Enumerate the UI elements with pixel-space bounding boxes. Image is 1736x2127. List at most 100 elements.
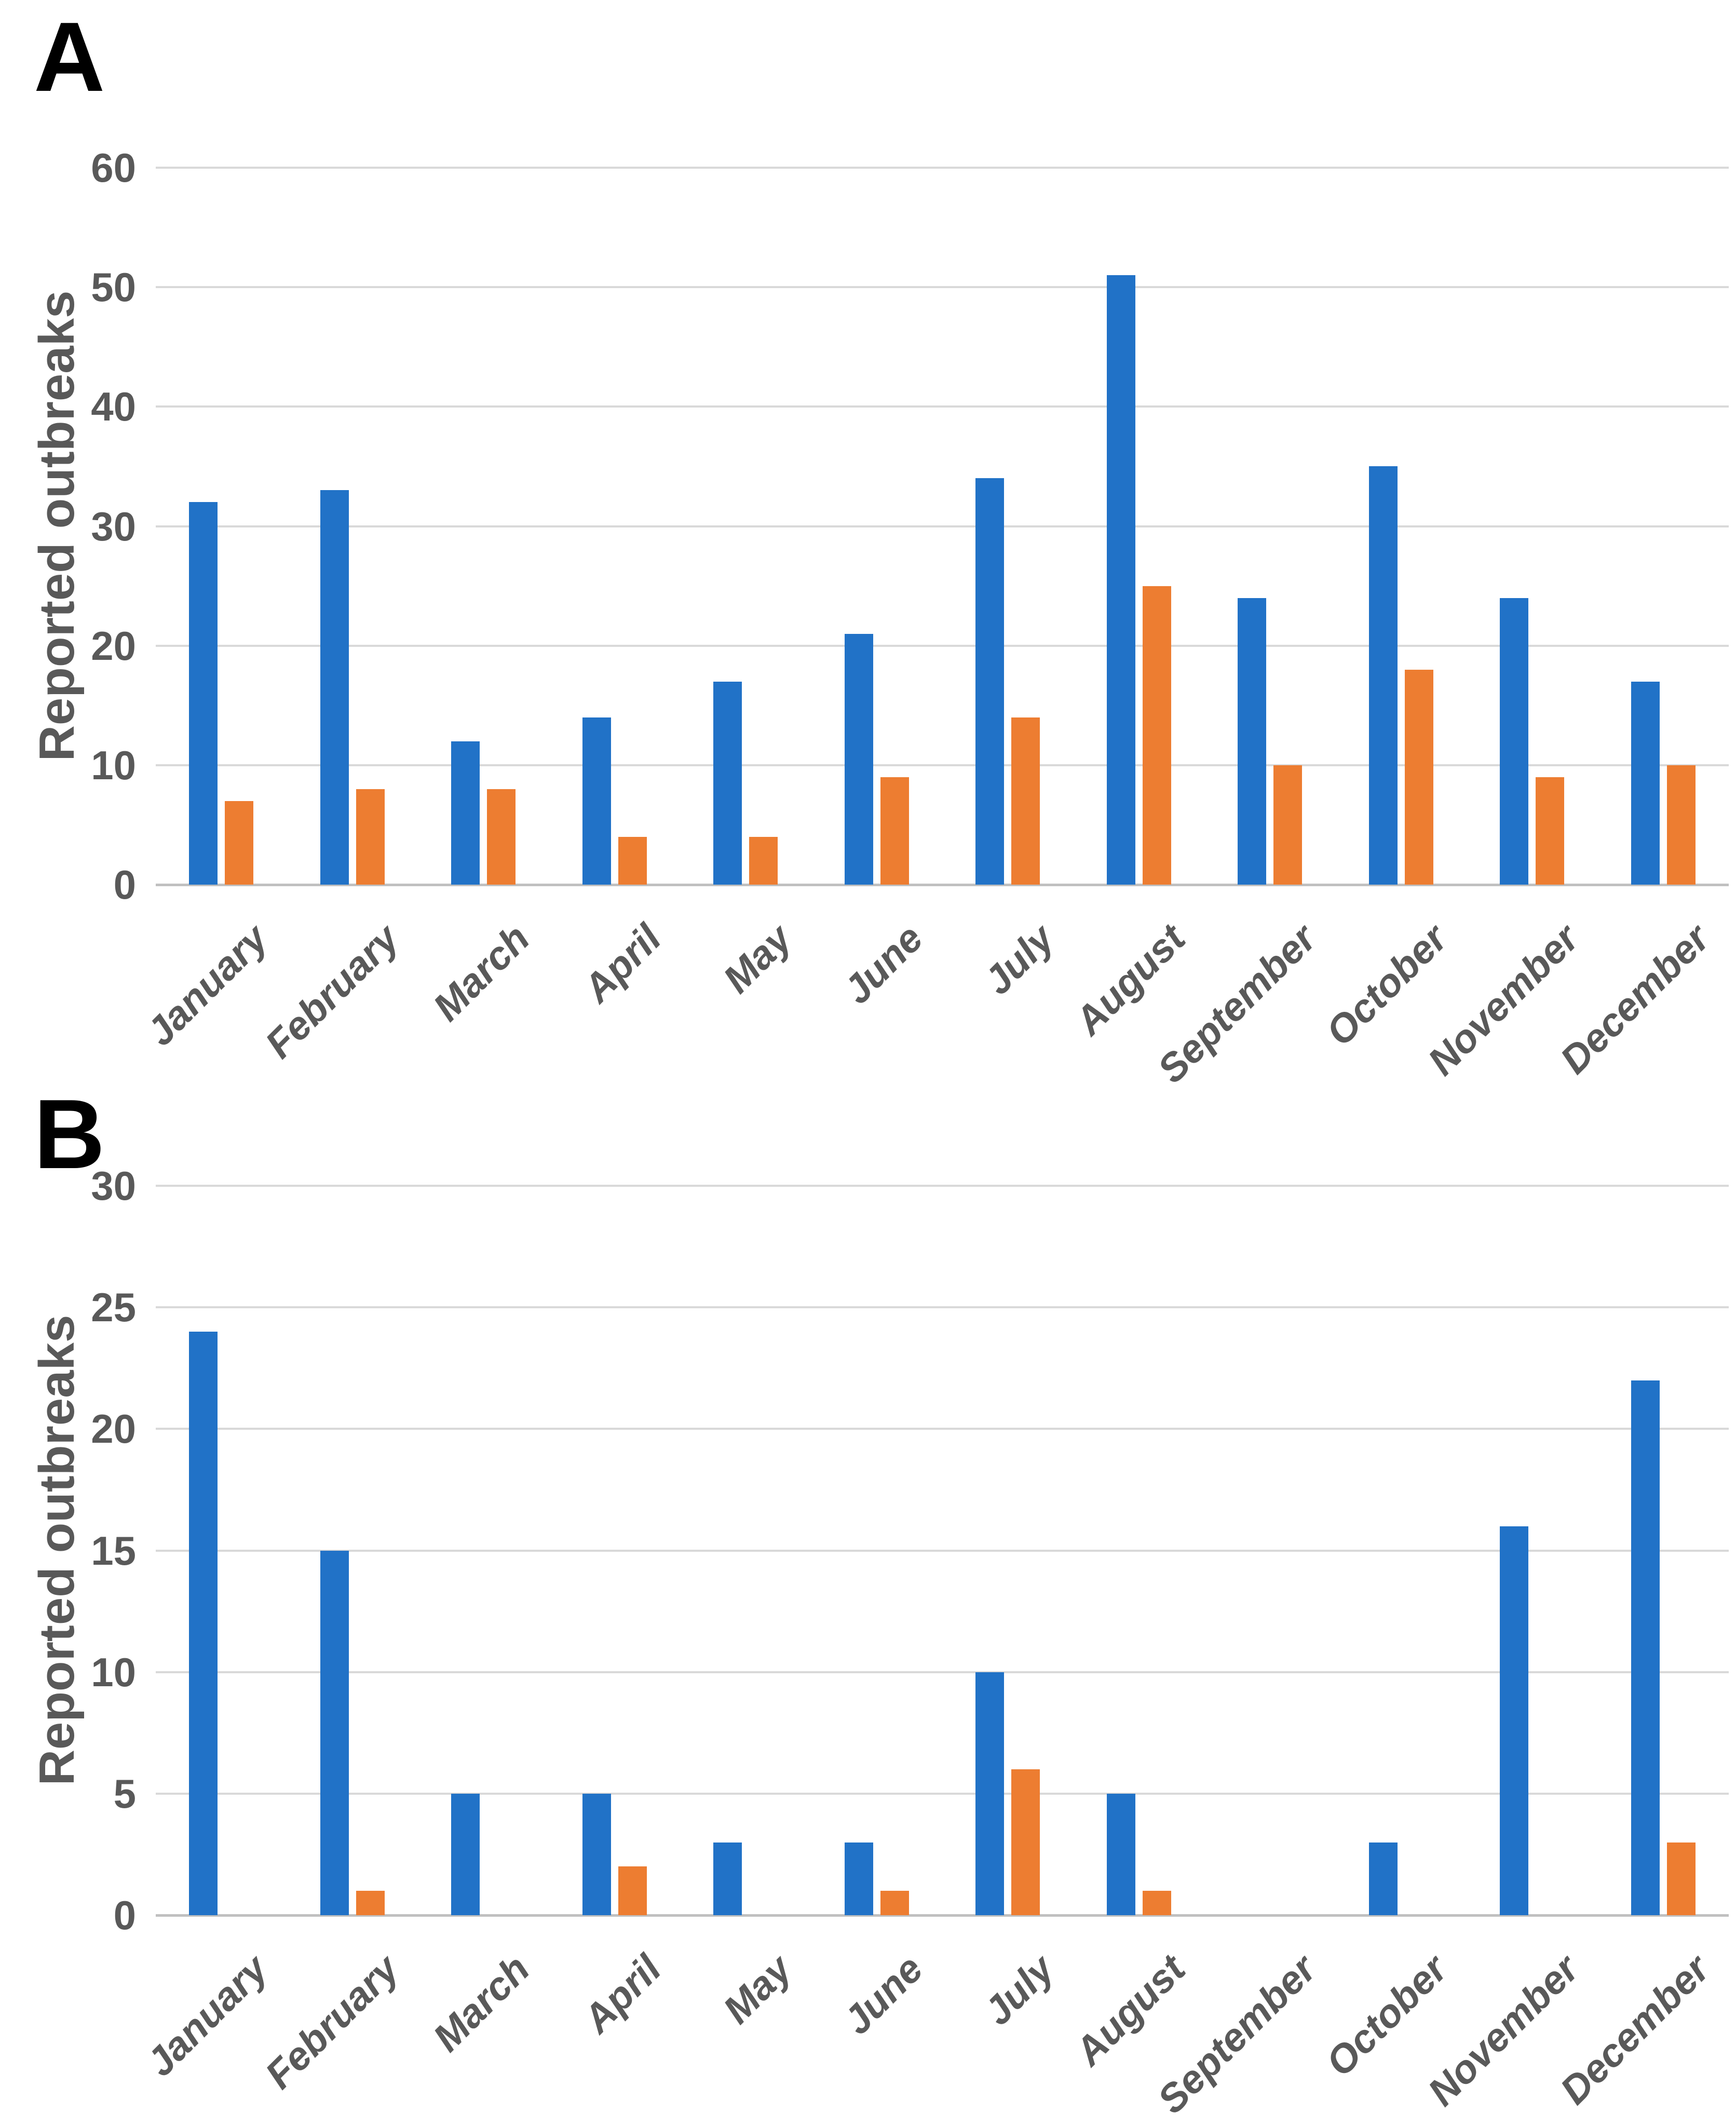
- panel-b-bar-orange-series-february: [356, 1891, 385, 1915]
- panel-a-bar-orange-series-november: [1536, 777, 1565, 885]
- panel-a-gridline-y40: [156, 405, 1729, 408]
- panel-b-bars: [156, 1186, 1729, 1915]
- panel-a-bar-blue-series-march: [451, 741, 480, 885]
- panel-b-gridline-y15: [156, 1549, 1729, 1552]
- panel-b-gridline-y0: [156, 1914, 1729, 1917]
- panel-a-x-axis-label-may: May: [715, 916, 801, 1002]
- panel-b-bar-blue-series-january: [189, 1332, 218, 1915]
- panel-a-x-axis-label-march: March: [425, 916, 539, 1030]
- panel-b-bar-blue-series-december: [1631, 1380, 1660, 1915]
- panel-a-bar-blue-series-may: [713, 681, 742, 885]
- panel-b-bar-blue-series-august: [1106, 1793, 1135, 1915]
- panel-b-y-tick-label-0: 0: [113, 1892, 136, 1938]
- panel-a-bar-blue-series-january: [189, 502, 218, 885]
- panel-b-bar-group-january: [156, 1186, 287, 1915]
- panel-b-y-tick-label-15: 15: [91, 1527, 136, 1574]
- panel-a-x-axis-label-june: June: [835, 916, 932, 1013]
- panel-a-x-axis-label-january: January: [138, 916, 277, 1054]
- panel-b-gridline-y30: [156, 1185, 1729, 1187]
- panel-b-bar-group-june: [811, 1186, 943, 1915]
- panel-a-bar-group-november: [1467, 168, 1598, 885]
- panel-b-bar-group-august: [1074, 1186, 1205, 1915]
- panel-b-bar-orange-series-july: [1011, 1769, 1040, 1915]
- panel-b-x-axis-label-may: May: [715, 1946, 801, 2033]
- panel-b-bar-group-october: [1336, 1186, 1467, 1915]
- panel-a-y-tick-label-60: 60: [91, 145, 136, 191]
- panel-a-bar-blue-series-december: [1631, 681, 1660, 885]
- panel-b-bar-orange-series-april: [618, 1866, 647, 1915]
- panel-a-plot-area: [156, 167, 1729, 886]
- panel-a-y-tick-label-10: 10: [91, 742, 136, 788]
- panel-a-bar-orange-series-september: [1273, 765, 1303, 885]
- panel-b-x-axis-label-october: October: [1318, 1946, 1456, 2085]
- panel-b-bar-blue-series-may: [713, 1842, 742, 1915]
- panel-a-bar-group-december: [1598, 168, 1729, 885]
- panel-b-bar-orange-series-august: [1142, 1891, 1171, 1915]
- panel-b-bar-blue-series-june: [844, 1842, 873, 1915]
- panel-a-bar-blue-series-november: [1500, 598, 1529, 885]
- panel-a-bar-group-october: [1336, 168, 1467, 885]
- panel-b-y-tick-label-20: 20: [91, 1406, 136, 1452]
- panel-a-gridline-y0: [156, 884, 1729, 886]
- panel-b-bar-orange-series-december: [1666, 1842, 1696, 1915]
- panel-a-bar-orange-series-june: [880, 777, 909, 885]
- panel-b-gridline-y20: [156, 1428, 1729, 1430]
- panel-a-bar-group-august: [1074, 168, 1205, 885]
- panel-b-y-tick-label-30: 30: [91, 1163, 136, 1209]
- panel-b-y-tick-label-5: 5: [113, 1770, 136, 1817]
- panel-b-bar-blue-series-october: [1368, 1842, 1398, 1915]
- panel-b-x-axis-label-june: June: [835, 1946, 932, 2043]
- panel-b-y-tick-label-25: 25: [91, 1284, 136, 1331]
- panel-a-bar-blue-series-october: [1368, 466, 1398, 885]
- panel-a-x-axis-label-april: April: [575, 916, 670, 1011]
- panel-b-plot-area: [156, 1185, 1729, 1917]
- panel-b-x-axis-label-july: July: [975, 1946, 1063, 2034]
- panel-b-gridline-y25: [156, 1306, 1729, 1309]
- panel-a-bar-blue-series-july: [975, 478, 1005, 885]
- panel-a-gridline-y30: [156, 525, 1729, 527]
- panel-a-gridline-y20: [156, 644, 1729, 647]
- panel-b-y-tick-label-10: 10: [91, 1649, 136, 1695]
- panel-a-bar-group-april: [549, 168, 681, 885]
- panel-a-x-axis-label-october: October: [1318, 916, 1456, 1054]
- panel-a-y-tick-label-50: 50: [91, 264, 136, 310]
- panel-b-x-axis-label-march: March: [425, 1946, 539, 2061]
- panel-b-x-axis-label-april: April: [575, 1946, 670, 2042]
- panel-b-bar-group-april: [549, 1186, 681, 1915]
- panel-a-gridline-y10: [156, 764, 1729, 766]
- panel-a-letter: A: [34, 2, 105, 112]
- panel-a-bar-blue-series-february: [320, 490, 349, 885]
- panel-a-bar-orange-series-february: [356, 789, 385, 885]
- panel-a-bar-group-may: [680, 168, 811, 885]
- panel-b-bar-orange-series-june: [880, 1891, 909, 1915]
- panel-a-bar-group-february: [287, 168, 418, 885]
- panel-a-x-axis-label-february: February: [256, 916, 408, 1067]
- panel-a-y-tick-label-30: 30: [91, 503, 136, 549]
- panel-a-y-tick-label-40: 40: [91, 384, 136, 430]
- panel-b-bar-group-september: [1204, 1186, 1336, 1915]
- panel-b-bar-blue-series-march: [451, 1793, 480, 1915]
- panel-a-bar-orange-series-march: [487, 789, 516, 885]
- panel-a-bar-group-june: [811, 168, 943, 885]
- panel-a-bar-group-july: [942, 168, 1074, 885]
- panel-a-y-tick-label-20: 20: [91, 622, 136, 669]
- panel-b-gridline-y5: [156, 1792, 1729, 1795]
- panel-b-bar-group-march: [418, 1186, 549, 1915]
- panel-a-bar-orange-series-april: [618, 836, 647, 885]
- panel-b-gridline-y10: [156, 1671, 1729, 1673]
- panel-a-x-axis-label-july: July: [975, 916, 1063, 1004]
- panel-a-bar-blue-series-june: [844, 633, 873, 885]
- panel-a-bar-blue-series-august: [1106, 275, 1135, 885]
- panel-a-bars: [156, 168, 1729, 885]
- panel-b-bar-blue-series-november: [1500, 1526, 1529, 1915]
- panel-a-bar-orange-series-october: [1404, 669, 1433, 885]
- panel-a-gridline-y60: [156, 167, 1729, 169]
- panel-a-bar-orange-series-may: [749, 836, 778, 885]
- panel-a-bar-group-january: [156, 168, 287, 885]
- panel-a-bar-orange-series-july: [1011, 717, 1040, 885]
- panel-b-bar-blue-series-july: [975, 1672, 1005, 1915]
- panel-a-bar-orange-series-december: [1666, 765, 1696, 885]
- panel-b-x-axis-label-january: January: [138, 1946, 277, 2085]
- panel-b-bar-group-december: [1598, 1186, 1729, 1915]
